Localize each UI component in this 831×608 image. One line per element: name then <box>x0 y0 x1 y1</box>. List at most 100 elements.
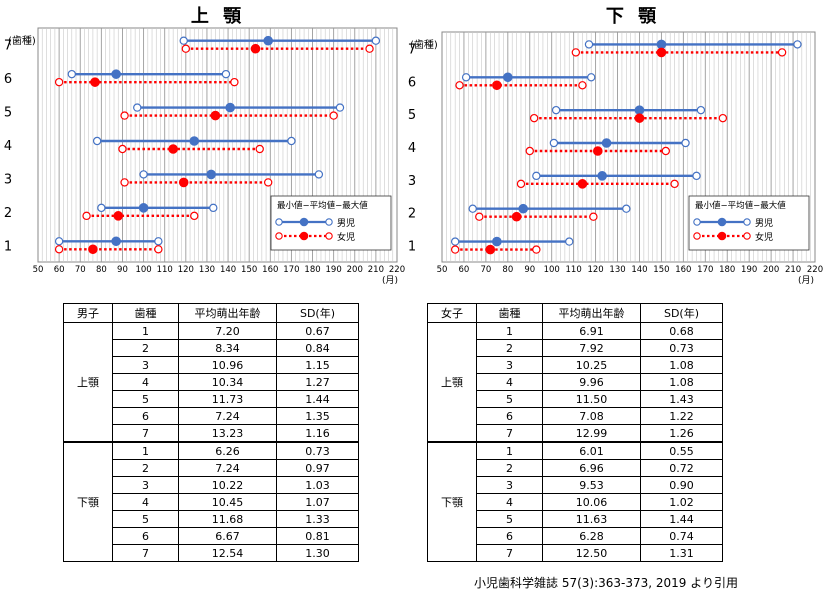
girl-max-marker <box>670 179 679 189</box>
table-row: 5 11.68 1.33 <box>64 510 359 528</box>
column-header: SD(年) <box>276 303 359 323</box>
sd-cell: 0.97 <box>276 459 359 477</box>
boy-mean-marker <box>206 169 216 180</box>
girl-max-marker <box>190 211 199 221</box>
girl-max-marker <box>329 111 338 120</box>
mean-age-cell: 11.63 <box>542 510 641 528</box>
sd-cell: 0.72 <box>640 459 723 477</box>
sd-cell: 1.26 <box>640 424 723 443</box>
mean-age-cell: 7.20 <box>178 322 277 340</box>
girl-min-marker <box>54 77 64 87</box>
sd-cell: 1.27 <box>276 373 359 391</box>
boy-max-marker <box>793 40 802 49</box>
upper-jaw-chart: 上 顎 50 60 70 80 90 100 110 120 130 140 150 160 170 180… <box>4 6 405 286</box>
table-row: 3 10.96 1.15 <box>64 356 359 374</box>
tooth-cell: 3 <box>112 356 179 374</box>
tooth-cell: 2 <box>112 459 179 477</box>
mean-age-cell: 7.24 <box>178 407 277 425</box>
legend-boy-max <box>325 218 333 226</box>
girl-min-marker <box>181 44 191 53</box>
mean-age-cell: 7.24 <box>178 459 277 477</box>
tooth-cell: 4 <box>112 493 179 511</box>
table-row: 4 10.45 1.07 <box>64 493 359 511</box>
tooth-cell: 4 <box>476 373 543 391</box>
tooth-cell: 7 <box>112 544 179 562</box>
legend-title: 最小値−平均値−最大値 <box>695 200 786 211</box>
boy-max-marker <box>681 138 690 148</box>
sd-cell: 0.90 <box>640 476 723 494</box>
legend-boy-mean <box>299 217 309 227</box>
girl-min-marker <box>516 179 526 189</box>
x-tick-label: 210 <box>785 265 801 275</box>
x-tick-label: 120 <box>587 265 603 275</box>
tooth-cell: 2 <box>112 339 179 357</box>
boy-mean-marker <box>656 39 667 50</box>
x-tick-label: 130 <box>609 265 625 275</box>
tooth-label: 4 <box>408 141 416 156</box>
table-row: 6 7.08 1.22 <box>428 407 723 425</box>
x-tick-label: 140 <box>220 265 236 275</box>
girl-max-marker <box>661 146 671 156</box>
girl-min-marker <box>525 146 534 156</box>
legend-boy-min <box>275 218 283 226</box>
boy-max-marker <box>692 171 701 181</box>
mean-age-cell: 11.50 <box>542 390 641 408</box>
girl-max-marker <box>365 44 374 53</box>
column-header: 男子 <box>63 303 113 323</box>
column-header: 歯種 <box>476 303 543 323</box>
tooth-cell: 6 <box>112 407 179 425</box>
tooth-label: 7 <box>408 42 416 57</box>
girl-min-marker <box>571 48 581 57</box>
x-tick-label: 200 <box>347 265 363 275</box>
x-tick-label: 80 <box>502 265 513 275</box>
sd-cell: 0.73 <box>276 441 359 460</box>
x-tick-label: 220 <box>389 265 405 275</box>
tooth-label: 1 <box>4 239 12 254</box>
legend-girl-label: 女児 <box>337 231 355 243</box>
tooth-cell: 1 <box>112 441 179 460</box>
sd-cell: 0.68 <box>640 322 723 340</box>
boy-max-marker <box>221 69 231 79</box>
boy-min-marker <box>549 138 559 148</box>
tooth-cell: 2 <box>476 339 543 357</box>
girl-max-marker <box>532 245 541 254</box>
girl-max-marker <box>589 212 598 221</box>
girl-max-marker <box>230 77 239 87</box>
boys-table: 男子 歯種 平均萌出年齢 SD(年) 上顎 1 7.20 0.67 2 8.34 0.84 3 10.9… <box>63 303 359 562</box>
girl-min-marker <box>475 212 484 221</box>
sd-cell: 1.44 <box>640 510 723 528</box>
sd-cell: 1.15 <box>276 356 359 374</box>
mean-age-cell: 8.34 <box>178 339 277 357</box>
jaw-cell: 下顎 <box>427 441 477 562</box>
girl-min-marker <box>54 245 64 254</box>
tooth-label: 3 <box>4 172 12 187</box>
boy-max-marker <box>622 204 631 213</box>
tooth-cell: 7 <box>112 424 179 443</box>
mean-age-cell: 9.96 <box>542 373 641 391</box>
sd-cell: 1.31 <box>640 544 723 562</box>
boy-mean-marker <box>492 236 502 247</box>
boy-mean-marker <box>518 203 528 214</box>
x-tick-label: 180 <box>304 265 320 275</box>
sd-cell: 0.73 <box>640 339 723 357</box>
tooth-cell: 3 <box>476 476 543 494</box>
table-row: 上顎 1 7.20 0.67 <box>63 322 359 443</box>
sd-cell: 1.43 <box>640 390 723 408</box>
girl-mean-marker <box>656 47 667 58</box>
boy-mean-marker <box>597 171 607 181</box>
boy-min-marker <box>139 170 148 179</box>
column-header: 平均萌出年齢 <box>178 303 277 323</box>
charts-area: 上 顎50 60 70 80 90 100 110 120 130 140 150 160 170 180… <box>4 6 823 286</box>
jaw-cell: 下顎 <box>63 441 113 562</box>
tooth-label: 5 <box>408 108 416 123</box>
boy-mean-marker <box>503 72 513 83</box>
girl-max-marker <box>777 48 787 57</box>
boy-max-marker <box>314 170 324 179</box>
sd-cell: 1.16 <box>276 424 359 443</box>
y-axis-label: (歯種) <box>8 34 36 47</box>
x-tick-label: 110 <box>157 265 173 275</box>
legend-girl-min <box>693 232 701 240</box>
x-tick-label: 170 <box>697 265 713 275</box>
tooth-cell: 6 <box>476 527 543 545</box>
girl-mean-marker <box>178 177 189 188</box>
